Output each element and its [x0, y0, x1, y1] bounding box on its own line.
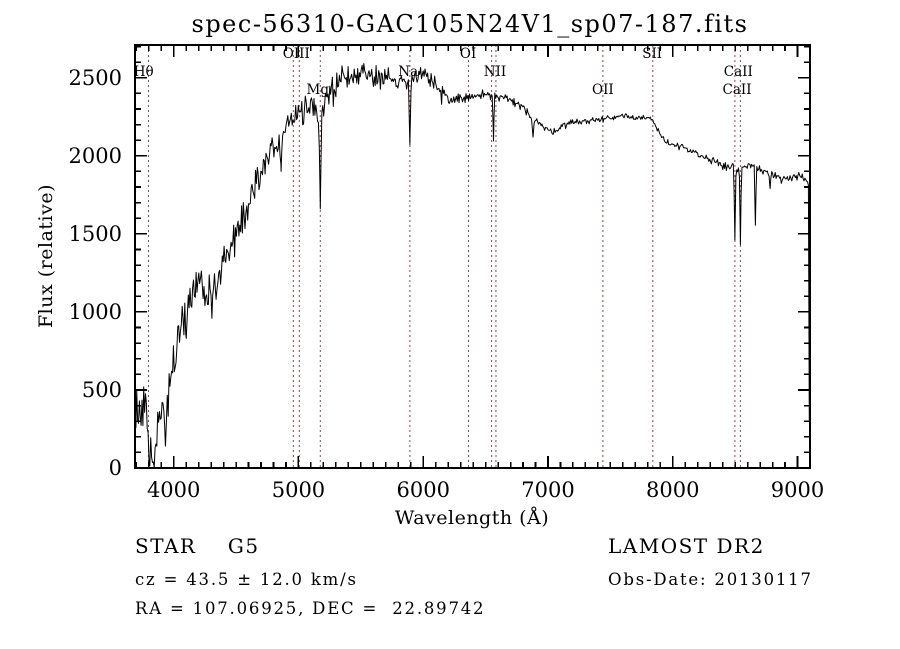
feature-label-hθ: Hθ: [134, 64, 154, 80]
plot-title: spec-56310-GAC105N24V1_sp07-187.fits: [192, 10, 749, 38]
cz-text: cz = 43.5 ± 12.0 km/s: [135, 570, 358, 589]
feature-label-mg: Mg: [307, 82, 330, 98]
feature-label-na: Na: [398, 64, 418, 80]
object-class-text: STAR G5: [135, 534, 260, 558]
spectral-feature-lines: [147, 45, 741, 468]
y-tick-label: 500: [82, 378, 122, 402]
x-tick-label: 6000: [396, 478, 449, 502]
y-tick-label: 2500: [69, 66, 122, 90]
obs-date-text: Obs-Date: 20130117: [608, 570, 813, 589]
feature-label-caii: CaII: [724, 64, 753, 80]
axis-tick-labels: 4000 5000 6000 7000 8000 9000 0 500 1000 1500 2000…: [69, 66, 825, 502]
plot-frame: [134, 44, 811, 469]
feature-label-oiii: OIII: [283, 46, 310, 62]
y-tick-label: 0: [109, 456, 122, 480]
ra-dec-text: RA = 107.06925, DEC = 22.89742: [135, 599, 485, 618]
x-tick-label: 4000: [147, 478, 200, 502]
feature-label-caii: CaII: [722, 82, 751, 98]
x-tick-label: 7000: [521, 478, 574, 502]
y-tick-label: 1500: [69, 222, 122, 246]
feature-label-sii: SII: [642, 46, 662, 62]
feature-label-oi: OI: [460, 46, 476, 62]
y-axis-label: Flux (relative): [35, 184, 57, 328]
feature-label-oii: OII: [592, 82, 614, 98]
x-axis-label: Wavelength (Å): [395, 507, 549, 529]
spectrum-curve: [134, 63, 810, 468]
feature-label-nii: NII: [484, 64, 506, 80]
axis-ticks: [135, 45, 810, 469]
x-tick-label: 8000: [646, 478, 699, 502]
x-tick-label: 9000: [771, 478, 824, 502]
survey-release-text: LAMOST DR2: [608, 534, 765, 558]
spectral-feature-labels: Hθ OIII Mg Na OI NII OII SII CaII CaII: [134, 46, 753, 98]
y-tick-label: 1000: [69, 300, 122, 324]
x-tick-label: 5000: [272, 478, 325, 502]
y-tick-label: 2000: [69, 144, 122, 168]
